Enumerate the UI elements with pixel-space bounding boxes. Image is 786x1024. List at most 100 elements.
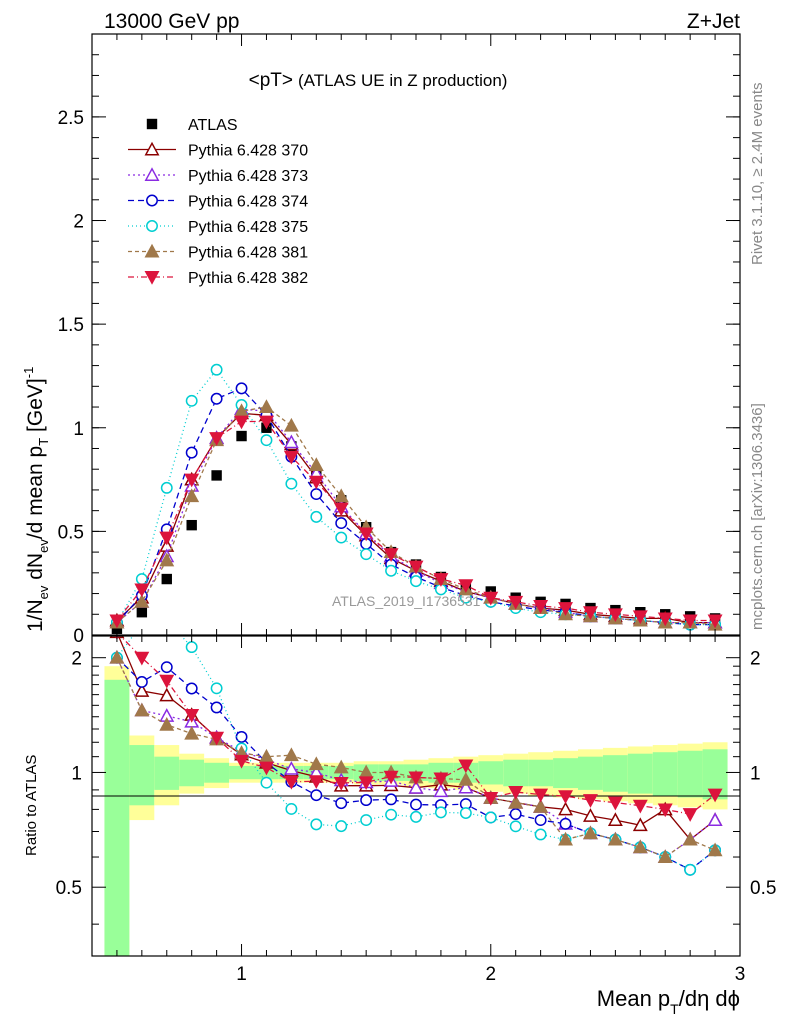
ratio-point-pythia-6-428-382 [308, 775, 324, 789]
legend-label-pythia-6-428-382: Pythia 6.428 382 [188, 270, 308, 287]
ratio-point-pythia-6-428-382 [458, 759, 474, 774]
y-axis-label-main: 1/Nev dNev/d mean pT [GeV]-1 [21, 367, 51, 632]
ratio-point-pythia-6-428-381 [558, 831, 574, 846]
point-pythia-6-428-382 [408, 560, 424, 575]
point-pythia-6-428-373 [283, 434, 299, 449]
ratio-band-stat [129, 745, 155, 806]
ratio-point-pythia-6-428-382 [607, 796, 623, 811]
ratio-point-pythia-6-428-373 [458, 779, 474, 794]
ratio-line-pythia-6-428-375 [116, 636, 716, 871]
ratio-point-pythia-6-428-382 [433, 772, 449, 787]
ratio-point-pythia-6-428-381 [682, 831, 698, 846]
point-pythia-6-428-382 [184, 473, 200, 488]
y-tick-label-main: 2 [73, 212, 84, 233]
point-atlas [186, 519, 197, 531]
point-pythia-6-428-381 [333, 488, 349, 503]
point-pythia-6-428-374 [185, 446, 198, 459]
ratio-point-pythia-6-428-382 [707, 788, 723, 803]
point-pythia-6-428-382 [558, 602, 574, 616]
ratio-point-pythia-6-428-375 [335, 820, 348, 833]
ratio-point-pythia-6-428-381 [159, 717, 175, 731]
point-pythia-6-428-382 [458, 579, 474, 594]
ratio-point-pythia-6-428-375 [509, 820, 522, 833]
ratio-point-pythia-6-428-375 [459, 807, 472, 819]
ratio-point-pythia-6-428-381 [109, 649, 125, 664]
y-tick-label-ratio-right: 0.5 [750, 878, 776, 899]
point-pythia-6-428-382 [433, 573, 449, 587]
ratio-point-pythia-6-428-370 [134, 683, 150, 697]
ratio-point-pythia-6-428-375 [137, 619, 147, 629]
point-pythia-6-428-375 [210, 363, 223, 376]
point-pythia-6-428-381 [134, 594, 150, 608]
legend-label-pythia-6-428-374: Pythia 6.428 374 [188, 194, 308, 211]
ratio-band-stat [602, 755, 628, 792]
series-line-pythia-6-428-382 [116, 420, 716, 622]
x-axis-label: Mean pT/dη dϕ [597, 986, 740, 1017]
legend-label-atlas: ATLAS [188, 117, 238, 134]
ratio-point-pythia-6-428-382 [159, 674, 175, 689]
point-pythia-6-428-382 [632, 610, 648, 625]
ratio-point-pythia-6-428-375 [210, 682, 223, 695]
ratio-point-pythia-6-428-382 [283, 775, 299, 790]
ratio-point-pythia-6-428-382 [582, 794, 598, 808]
y-tick-label-ratio-right: 1 [750, 763, 761, 784]
point-pythia-6-428-382 [358, 527, 374, 542]
point-pythia-6-428-382 [582, 606, 598, 620]
point-pythia-6-428-382 [209, 432, 225, 446]
point-pythia-6-428-375 [385, 564, 398, 577]
ratio-point-pythia-6-428-375 [410, 810, 422, 823]
ratio-point-pythia-6-428-374 [160, 661, 173, 674]
header-right-label: Z+Jet [687, 10, 740, 33]
series-line-pythia-6-428-373 [116, 408, 716, 624]
point-pythia-6-428-382 [308, 475, 324, 490]
ratio-point-pythia-6-428-382 [258, 761, 274, 776]
mcplots-label: mcplots.cern.ch [arXiv:1306.3436] [749, 403, 766, 630]
legend-label-pythia-6-428-381: Pythia 6.428 381 [188, 245, 308, 262]
x-tick-label: 2 [485, 964, 496, 985]
point-pythia-6-428-374 [335, 517, 348, 530]
point-pythia-6-428-375 [160, 481, 173, 494]
ratio-point-pythia-6-428-381 [458, 772, 474, 786]
ratio-point-pythia-6-428-381 [308, 756, 324, 771]
ratio-point-pythia-6-428-375 [185, 641, 198, 654]
legend-marker-pythia-6-428-375 [146, 220, 158, 232]
ratio-point-pythia-6-428-381 [582, 825, 598, 840]
ratio-point-pythia-6-428-381 [134, 702, 150, 717]
ratio-point-pythia-6-428-373 [283, 761, 299, 775]
y-axis-label-ratio: Ratio to ATLAS [23, 755, 40, 856]
legend-marker-pythia-6-428-370 [144, 141, 160, 156]
ratio-point-pythia-6-428-375 [285, 802, 298, 815]
series-line-pythia-6-428-370 [116, 412, 716, 624]
ratio-point-pythia-6-428-381 [508, 794, 524, 809]
rivet-version-label: Rivet 3.1.10, ≥ 2.4M events [749, 83, 766, 266]
ratio-point-pythia-6-428-381 [607, 831, 623, 846]
ratio-point-pythia-6-428-382 [184, 709, 200, 723]
ratio-point-pythia-6-428-381 [533, 799, 549, 813]
ratio-point-pythia-6-428-374 [534, 814, 547, 827]
legend-marker-pythia-6-428-381 [144, 243, 160, 258]
ratio-band-stat [104, 679, 130, 956]
ratio-point-pythia-6-428-381 [333, 759, 349, 774]
x-tick-label: 3 [735, 964, 746, 985]
point-pythia-6-428-382 [159, 531, 175, 546]
ratio-panel: 0.5 0.5 1 1 2 2 1 2 3 [56, 619, 776, 985]
legend-label-pythia-6-428-370: Pythia 6.428 370 [188, 143, 308, 160]
ratio-point-pythia-6-428-382 [234, 754, 250, 769]
ratio-point-pythia-6-428-374 [210, 701, 223, 714]
ratio-point-pythia-6-428-374 [185, 682, 198, 695]
ratio-point-pythia-6-428-374 [410, 798, 422, 811]
ratio-point-pythia-6-428-375 [434, 806, 447, 819]
ratio-band-stat [578, 756, 603, 790]
ratio-band-stat [503, 759, 529, 787]
y-tick-label-main: 2.5 [58, 108, 84, 129]
ratio-point-pythia-6-428-373 [408, 779, 424, 794]
ratio-point-pythia-6-428-373 [707, 812, 723, 827]
point-pythia-6-428-382 [383, 548, 399, 562]
y-tick-label-ratio: 2 [71, 649, 82, 670]
point-pythia-6-428-382 [258, 415, 274, 430]
series-line-pythia-6-428-374 [116, 387, 716, 626]
ratio-point-pythia-6-428-375 [684, 863, 697, 876]
legend-marker-pythia-6-428-374 [146, 194, 158, 207]
ratio-point-pythia-6-428-382 [333, 777, 349, 791]
